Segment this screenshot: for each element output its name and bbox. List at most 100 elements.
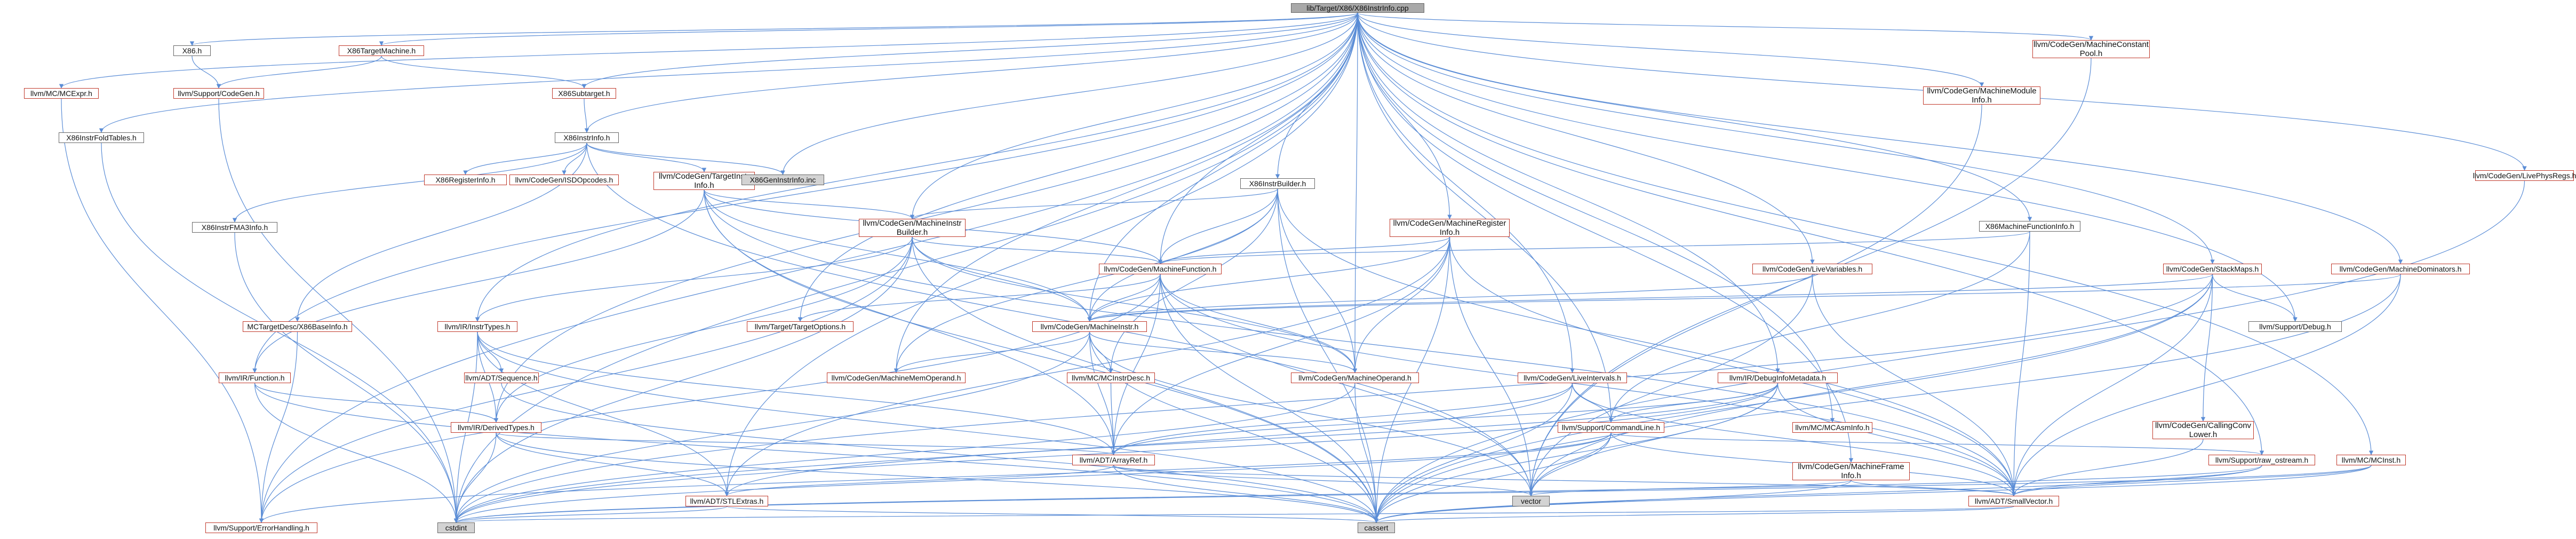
node-x86foldt[interactable]: X86InstrFoldTables.h bbox=[59, 132, 144, 143]
node-instrtypes[interactable]: llvm/IR/InstrTypes.h bbox=[437, 321, 517, 332]
node-smallvec[interactable]: llvm/ADT/SmallVector.h bbox=[1968, 496, 2059, 506]
node-mfh[interactable]: llvm/CodeGen/MachineFunction.h bbox=[1099, 264, 1222, 274]
node-x86mfi[interactable]: X86MachineFunctionInfo.h bbox=[1979, 221, 2080, 232]
edge-mri-mfh bbox=[1158, 236, 1450, 264]
edge-root-x86tm bbox=[379, 12, 1358, 46]
edge-cmdline-cassert bbox=[1374, 432, 1612, 523]
node-derived[interactable]: llvm/IR/DerivedTypes.h bbox=[451, 422, 541, 433]
node-ccl[interactable]: llvm/CodeGen/CallingConv Lower.h bbox=[2152, 421, 2254, 439]
edge-mri-vector bbox=[1449, 236, 1534, 496]
edge-mih-cstdint bbox=[453, 331, 1090, 523]
node-tto[interactable]: llvm/Target/TargetOptions.h bbox=[747, 321, 854, 332]
node-x86reginfo[interactable]: X86RegisterInfo.h bbox=[424, 175, 507, 185]
node-x86sub[interactable]: X86Subtarget.h bbox=[552, 88, 616, 99]
edge-instrtypes-arrayref bbox=[477, 331, 1116, 455]
node-mcasminfo[interactable]: llvm/MC/MCAsmInfo.h bbox=[1792, 422, 1872, 433]
edge-cmdline-vector bbox=[1528, 432, 1612, 496]
edge-mri-smallvec bbox=[1449, 236, 2016, 496]
edge-dbginfo-cmdline bbox=[1608, 383, 1779, 423]
edge-codegen-cstdint bbox=[218, 98, 459, 523]
node-x86geninc[interactable]: X86GenInstrInfo.inc bbox=[741, 175, 824, 185]
edge-livints-arrayref bbox=[1111, 383, 1573, 455]
edge-x86instrinfoh-vector bbox=[586, 142, 1534, 496]
edge-dbginfo-cassert bbox=[1374, 383, 1779, 523]
edge-irfunc-cstdint bbox=[254, 383, 459, 523]
node-stlextras[interactable]: llvm/ADT/STLExtras.h bbox=[685, 496, 768, 506]
node-x86tm[interactable]: X86TargetMachine.h bbox=[339, 45, 424, 56]
edge-dbginfo-stlextras bbox=[724, 383, 1779, 496]
node-mcexpr[interactable]: llvm/MC/MCExpr.h bbox=[24, 88, 99, 99]
node-mdom[interactable]: llvm/CodeGen/MachineDominators.h bbox=[2331, 264, 2470, 274]
edge-x86ib-mmo bbox=[894, 188, 1278, 373]
node-mih[interactable]: llvm/CodeGen/MachineInstr.h bbox=[1032, 321, 1147, 332]
node-adtseq[interactable]: llvm/ADT/Sequence.h bbox=[464, 372, 539, 383]
edge-root-tto bbox=[797, 12, 1358, 322]
node-mri[interactable]: llvm/CodeGen/MachineRegister Info.h bbox=[1390, 219, 1510, 237]
node-mmo[interactable]: llvm/CodeGen/MachineMemOperand.h bbox=[827, 372, 966, 383]
edge-mri-stlextras bbox=[724, 236, 1450, 496]
edge-instrtypes-adtseq bbox=[477, 331, 504, 373]
node-rawos[interactable]: llvm/Support/raw_ostream.h bbox=[2208, 455, 2315, 465]
edge-derived-stlextras bbox=[496, 432, 729, 496]
node-mcbase[interactable]: MCTargetDesc/X86BaseInfo.h bbox=[243, 321, 352, 332]
node-irfunc[interactable]: llvm/IR/Function.h bbox=[219, 372, 291, 383]
node-tii[interactable]: llvm/CodeGen/TargetInstr Info.h bbox=[653, 172, 755, 190]
node-stackmaps[interactable]: llvm/CodeGen/StackMaps.h bbox=[2163, 264, 2262, 274]
edge-derived-cstdint bbox=[453, 432, 497, 523]
edge-irfunc-derived bbox=[254, 383, 499, 423]
edge-mih-mmo bbox=[894, 331, 1090, 373]
node-mibh[interactable]: llvm/CodeGen/MachineInstr Builder.h bbox=[859, 219, 966, 237]
edge-root-mmodinfo bbox=[1357, 12, 1984, 87]
edge-root-cmdline bbox=[1357, 12, 1614, 423]
edge-mo-cstdint bbox=[453, 383, 1355, 523]
edge-mcid-arrayref bbox=[1110, 383, 1116, 455]
node-x86instrinfoh[interactable]: X86InstrInfo.h bbox=[555, 132, 619, 143]
node-mcid[interactable]: llvm/MC/MCInstrDesc.h bbox=[1067, 372, 1155, 383]
node-vector[interactable]: vector bbox=[1512, 496, 1550, 506]
edge-arrayref-cassert bbox=[1113, 465, 1379, 523]
edge-tii-irfunc bbox=[252, 189, 705, 373]
node-errh[interactable]: llvm/Support/ErrorHandling.h bbox=[205, 522, 317, 533]
node-cassert[interactable]: cassert bbox=[1358, 522, 1395, 533]
node-mcpool[interactable]: llvm/CodeGen/MachineConstant Pool.h bbox=[2032, 40, 2150, 58]
edge-root-x86ib bbox=[1275, 12, 1358, 179]
edge-root-errh bbox=[259, 12, 1358, 523]
node-lpr[interactable]: llvm/CodeGen/LivePhysRegs.h bbox=[2473, 170, 2576, 181]
edge-mo-cassert bbox=[1354, 383, 1379, 523]
edge-livints-cmdline bbox=[1572, 383, 1614, 423]
node-cstdint[interactable]: cstdint bbox=[437, 522, 475, 533]
node-fma3[interactable]: X86InstrFMA3Info.h bbox=[192, 222, 277, 233]
edge-root-stlextras bbox=[724, 12, 1358, 496]
edge-dbginfo-cstdint bbox=[453, 383, 1779, 523]
edge-tii-mibh bbox=[704, 189, 915, 219]
node-cmdline[interactable]: llvm/Support/CommandLine.h bbox=[1558, 422, 1664, 433]
edge-root-mcasminfo bbox=[1357, 12, 1835, 423]
node-mmodinfo[interactable]: llvm/CodeGen/MachineModule Info.h bbox=[1923, 86, 2040, 105]
edge-x86mfi-cmdline bbox=[1608, 231, 2030, 423]
edge-tii-mih bbox=[704, 189, 1092, 322]
node-mo[interactable]: llvm/CodeGen/MachineOperand.h bbox=[1291, 372, 1419, 383]
edge-root-mfh bbox=[1158, 12, 1358, 264]
edge-x86instrinfoh-x86reginfo bbox=[463, 142, 587, 175]
edge-mibh-derived bbox=[493, 236, 913, 423]
node-mcinst[interactable]: llvm/MC/MCInst.h bbox=[2336, 455, 2406, 465]
node-dbginfo[interactable]: llvm/IR/DebugInfoMetadata.h bbox=[1718, 372, 1838, 383]
node-x86h[interactable]: X86.h bbox=[173, 45, 211, 56]
edge-x86ib-mo bbox=[1277, 188, 1358, 373]
node-mframe[interactable]: llvm/CodeGen/MachineFrame Info.h bbox=[1792, 462, 1910, 480]
node-livints[interactable]: llvm/CodeGen/LiveIntervals.h bbox=[1518, 372, 1627, 383]
edge-mfh-arrayref bbox=[1111, 274, 1161, 455]
edge-x86tm-x86sub bbox=[381, 56, 587, 89]
edge-instrtypes-cassert bbox=[477, 331, 1379, 523]
edge-root-stackmaps bbox=[1357, 12, 2215, 264]
node-codegen[interactable]: llvm/Support/CodeGen.h bbox=[173, 88, 264, 99]
node-isdopc[interactable]: llvm/CodeGen/ISDOpcodes.h bbox=[509, 175, 619, 185]
edge-cmdline-cstdint bbox=[453, 432, 1612, 523]
node-root[interactable]: lib/Target/X86/X86InstrInfo.cpp bbox=[1291, 3, 1424, 13]
node-arrayref[interactable]: llvm/ADT/ArrayRef.h bbox=[1072, 455, 1155, 465]
node-x86ib[interactable]: X86InstrBuilder.h bbox=[1240, 178, 1315, 189]
node-lvars[interactable]: llvm/CodeGen/LiveVariables.h bbox=[1752, 264, 1872, 274]
edge-mcbase-errh bbox=[259, 331, 298, 523]
node-debug[interactable]: llvm/Support/Debug.h bbox=[2248, 321, 2342, 332]
edge-mcexpr-errh bbox=[61, 98, 264, 523]
